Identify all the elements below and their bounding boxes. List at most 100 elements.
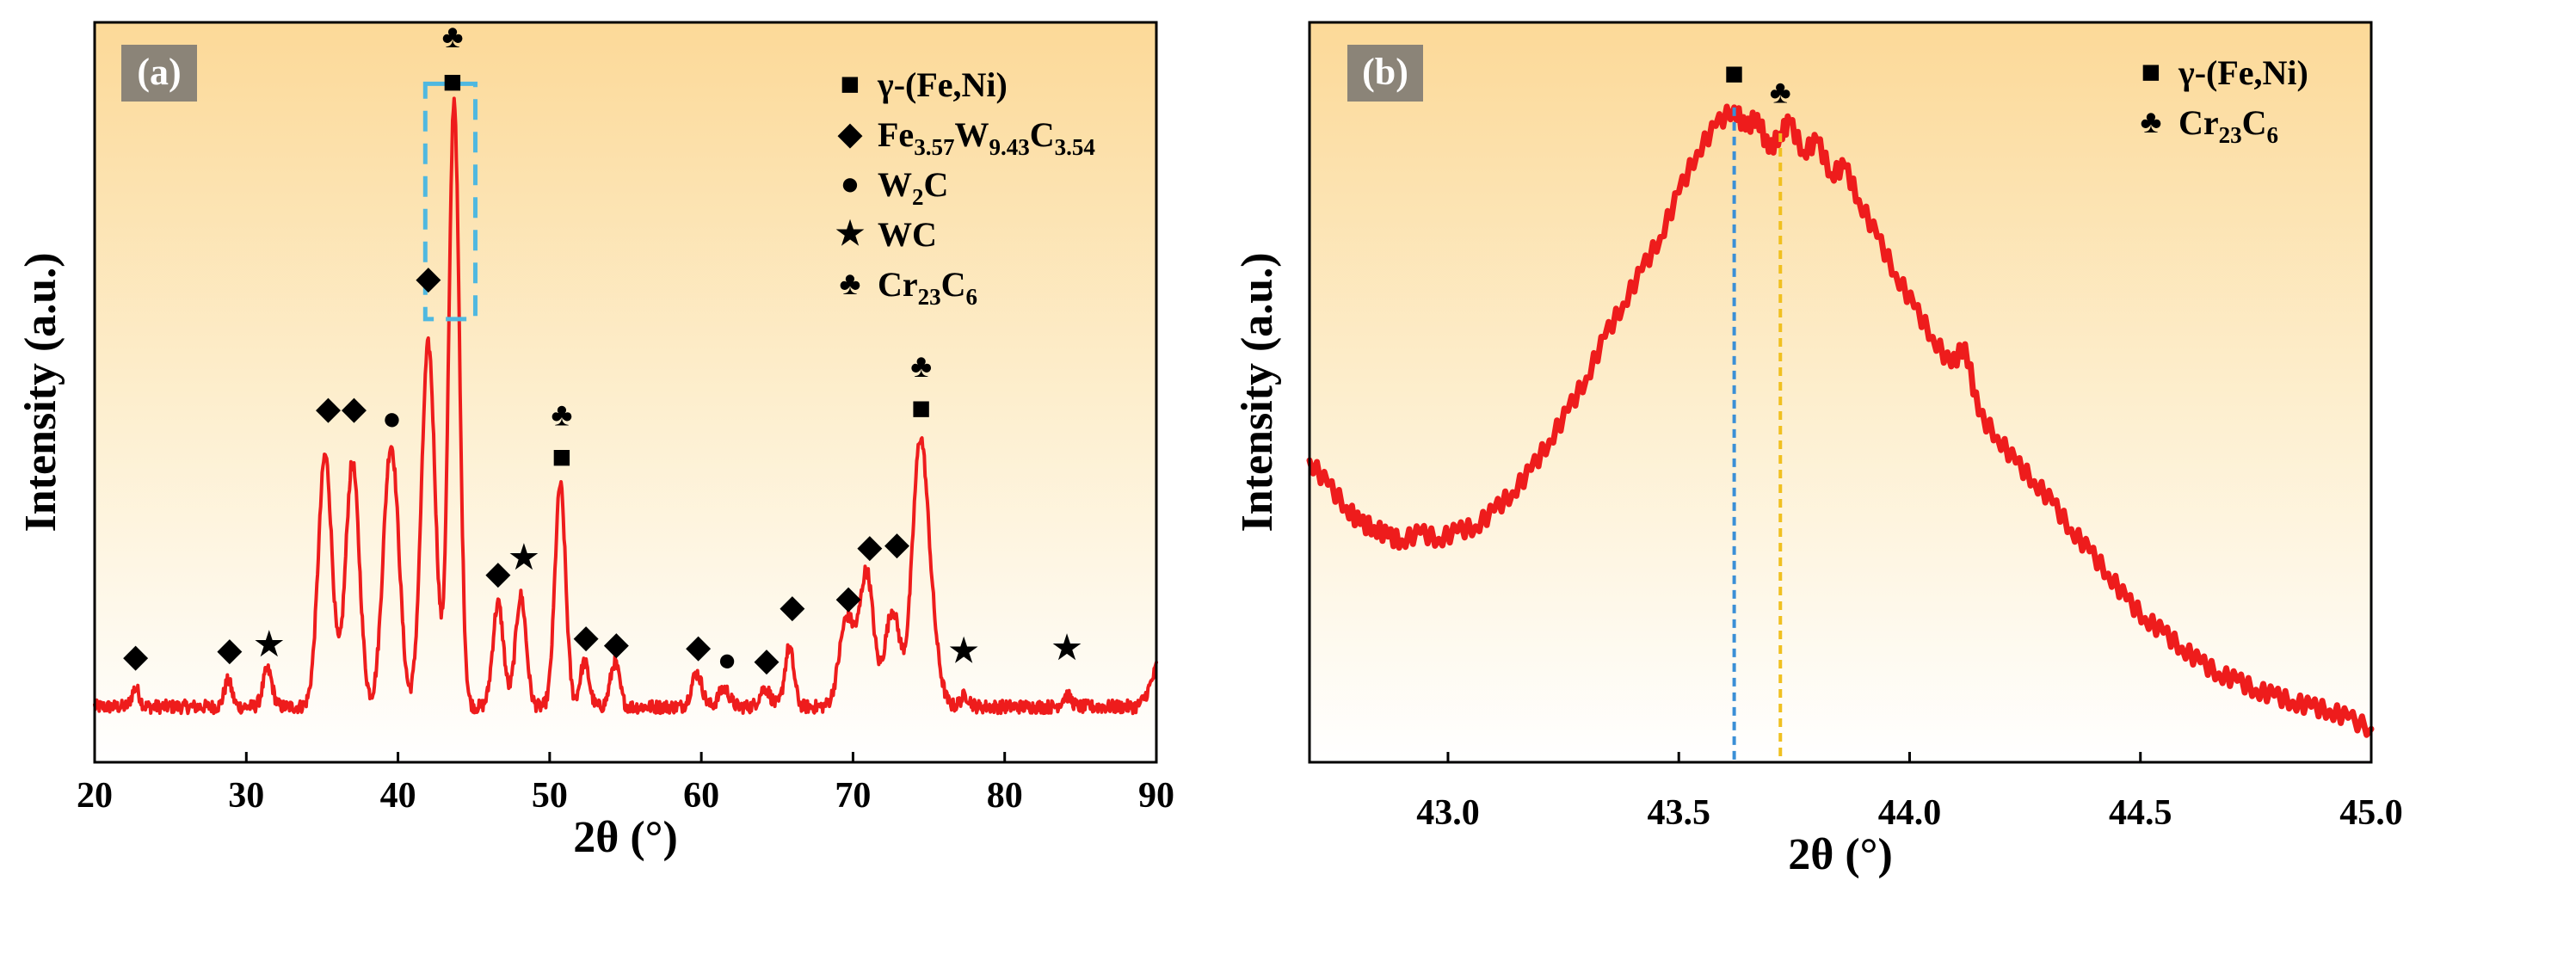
- x-tick-label: 20: [77, 776, 113, 816]
- y-axis-label-a: Intensity (a.u.): [16, 252, 65, 532]
- x-tick-label: 43.0: [1416, 793, 1480, 833]
- legend-a: ■γ-(Fe,Ni)◆Fe3.57​W9.43​C3.54​●W2​C★WC♣C…: [835, 65, 1095, 310]
- x-tick-label: 80: [987, 776, 1023, 816]
- peak-marker-diamond-icon: ◆: [416, 261, 441, 297]
- x-tick-label: 44.5: [2109, 793, 2172, 833]
- legend-text-part: C: [1030, 115, 1055, 154]
- legend-subscript: 9.43: [989, 134, 1029, 160]
- legend-subscript: 23: [2219, 122, 2242, 148]
- panel-b: ■♣ 43.0 43.5 44.0 44.5 45.0 (b) ■ γ-(Fe,Ni)♣ C…: [1233, 21, 2403, 879]
- legend-square-icon: ■: [841, 66, 860, 102]
- legend-b: ■ γ-(Fe,Ni) ♣ Cr23​C6​: [2141, 53, 2308, 148]
- legend-subscript: 3.54: [1055, 134, 1095, 160]
- legend-club-icon: ♣: [2141, 104, 2162, 140]
- peak-marker-circle-icon: ●: [718, 642, 737, 678]
- legend-text-part: γ-(Fe,Ni): [877, 65, 1008, 104]
- peak-marker-diamond-icon: ◆: [836, 580, 862, 616]
- legend-club-icon: ♣: [840, 266, 861, 302]
- series-line: [1306, 103, 2375, 738]
- peak-marker-diamond-icon: ◆: [316, 391, 342, 427]
- peak-marker-diamond-icon: ◆: [884, 526, 910, 562]
- legend-text-part: W: [878, 165, 912, 204]
- x-tick-label: 45.0: [2339, 793, 2403, 833]
- x-axis-label-a: 2θ (°): [573, 813, 678, 862]
- y-axis-label-b: Intensity (a.u.): [1233, 252, 1282, 532]
- plot-frame-b: [1308, 21, 2373, 764]
- legend-text-part: Cr: [878, 265, 918, 304]
- plot-area-b: [1310, 22, 2371, 762]
- legend-label: Cr23​C6​: [878, 265, 977, 310]
- legend-text-part: C: [2242, 103, 2267, 142]
- series-line: [93, 96, 1158, 716]
- markers-layer-b: ■♣: [1724, 56, 1791, 111]
- legend-square-icon: ■: [2142, 54, 2161, 90]
- legend-text-part: γ-(Fe,Ni): [2178, 53, 2308, 92]
- legend-label: WC: [878, 215, 937, 254]
- legend-text-part: Cr: [2179, 103, 2219, 142]
- legend-text-part: C: [924, 165, 949, 204]
- peak-marker-circle-icon: ●: [382, 401, 402, 437]
- legend-subscript: 2: [912, 184, 924, 210]
- x-tick-label: 43.5: [1647, 793, 1710, 833]
- peak-marker-star-icon: ★: [1052, 631, 1082, 667]
- x-tick-label: 60: [683, 776, 719, 816]
- peak-marker-diamond-icon: ◆: [574, 619, 600, 656]
- legend-subscript: 23: [918, 284, 941, 310]
- peak-marker-diamond-icon: ◆: [754, 642, 780, 678]
- peak-marker-diamond-icon: ◆: [857, 529, 883, 565]
- legend-label: W2​C: [878, 165, 948, 210]
- plot-frame-a: [93, 21, 1158, 764]
- peak-marker-diamond-icon: ◆: [217, 631, 243, 668]
- peak-marker-club-icon: ♣: [551, 397, 572, 434]
- x-axis-label-b: 2θ (°): [1788, 830, 1893, 879]
- peak-marker-star-icon: ★: [509, 540, 539, 576]
- legend-text-part: Fe: [878, 115, 914, 154]
- peak-marker-square-icon: ■: [443, 65, 463, 101]
- peak-marker-diamond-icon: ◆: [342, 391, 367, 427]
- legend-label: γ-(Fe,Ni): [2178, 53, 2308, 92]
- peak-marker-diamond-icon: ◆: [780, 588, 805, 625]
- series-layer-b: [1306, 103, 2375, 762]
- panel-a: ◆ ◆ ★◆ ◆ ●◆■♣◆★■♣◆ ◆ ◆ ● ◆◆ ◆◆ ◆■♣★ ★ 20 30 40 50 60 70 8…: [16, 19, 1174, 862]
- peak-marker-club-icon: ♣: [910, 348, 932, 385]
- peak-marker-square-icon: ■: [1724, 56, 1744, 92]
- peak-marker-star-icon: ★: [255, 626, 284, 662]
- markers-layer-a: ◆ ◆ ★◆ ◆ ●◆■♣◆★■♣◆ ◆ ◆ ● ◆◆ ◆◆ ◆■♣★ ★: [123, 19, 1082, 678]
- panel-label-a: (a): [121, 45, 197, 102]
- peak-marker-star-icon: ★: [949, 633, 978, 669]
- x-tick-label: 50: [532, 776, 568, 816]
- highlight-box: [422, 81, 478, 322]
- legend-label: γ-(Fe,Ni): [877, 65, 1008, 104]
- x-tick-label: 44.0: [1878, 793, 1942, 833]
- peak-marker-diamond-icon: ◆: [123, 638, 149, 674]
- legend-subscript: 3.57: [914, 134, 954, 160]
- series-layer-a: [93, 81, 1158, 716]
- x-axis-ticks-a: 20 30 40 50 60 70 80 90: [77, 752, 1174, 816]
- peak-marker-club-icon: ♣: [442, 19, 464, 55]
- legend-label: Fe3.57​W9.43​C3.54​: [878, 115, 1095, 160]
- peak-marker-square-icon: ■: [911, 391, 931, 427]
- x-tick-label: 90: [1138, 776, 1174, 816]
- peak-marker-square-icon: ■: [552, 440, 571, 476]
- legend-subscript: 6: [2267, 122, 2279, 148]
- legend-star-icon: ★: [835, 216, 865, 252]
- panel-label-box-a: [121, 45, 197, 102]
- panel-label-text-b: (b): [1362, 51, 1408, 93]
- x-tick-label: 40: [380, 776, 416, 816]
- x-tick-label: 30: [228, 776, 264, 816]
- peak-marker-diamond-icon: ◆: [485, 556, 511, 592]
- legend-subscript: 6: [966, 284, 978, 310]
- peak-marker-club-icon: ♣: [1770, 75, 1791, 111]
- legend-diamond-icon: ◆: [837, 116, 863, 152]
- plot-area-a: [95, 22, 1156, 762]
- panel-label-text-a: (a): [137, 51, 181, 93]
- legend-text-part: WC: [878, 215, 937, 254]
- x-axis-ticks-b: 43.0 43.5 44.0 44.5 45.0: [1416, 752, 2403, 833]
- legend-text-part: C: [941, 265, 966, 304]
- legend-label: Cr23​C6​: [2179, 103, 2278, 148]
- panel-label-box-b: [1347, 45, 1423, 102]
- x-tick-label: 70: [835, 776, 871, 816]
- peak-marker-diamond-icon: ◆: [686, 629, 712, 665]
- panel-label-b: (b): [1347, 45, 1423, 102]
